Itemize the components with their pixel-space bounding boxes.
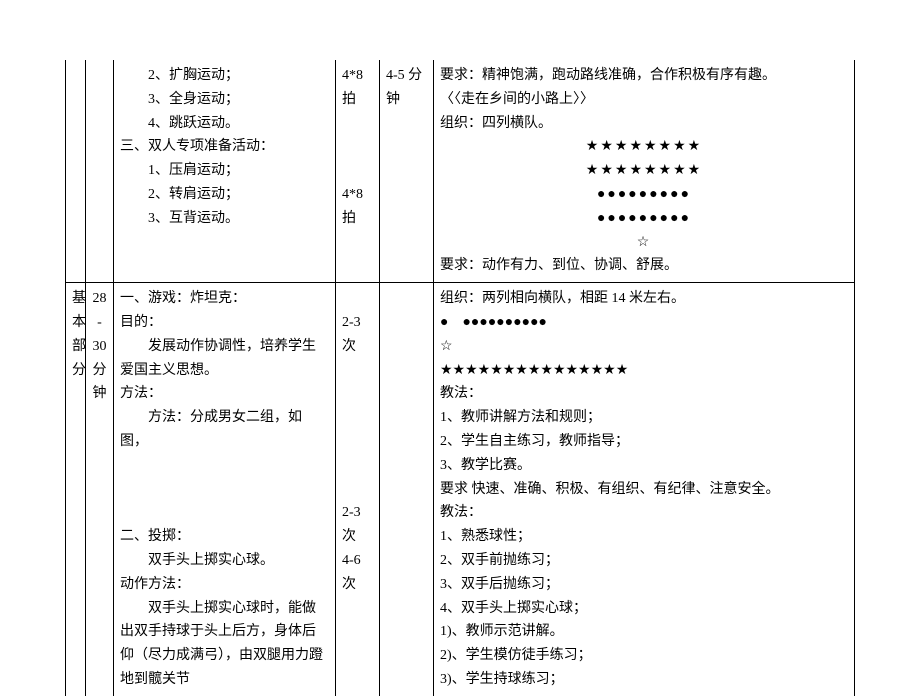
activity-line: 4、跳跃运动。 [120,116,239,131]
time-cell [86,60,114,283]
reps-line: 2-3 次 [342,505,361,544]
note-line: 2、双手前抛练习； [440,553,559,568]
note-line: 1、教师讲解方法和规则； [440,410,601,425]
activity-line: 1、压肩运动； [120,163,239,178]
teacher-mark: ☆ [637,235,652,250]
duration-cell [380,283,434,696]
note-line: 3、双手后抛练习； [440,577,559,592]
activity-line: 3、互背运动。 [120,211,239,226]
table-row: 基本部分 28 - 30 分钟 一、游戏：炸坦克： 目的： 发展动作协调性，培养… [66,283,855,696]
note-line: 2、学生自主练习，教师指导； [440,434,629,449]
note-line: 组织：两列相向横队，相距 14 米左右。 [440,291,685,306]
section-cell: 基本部分 [66,283,86,696]
note-line: 组织：四列横队。 [440,116,552,131]
content-line: 方法： [120,386,162,401]
content-line: 双手头上掷实心球。 [120,553,274,568]
notes-cell: 组织：两列相向横队，相距 14 米左右。 ● ●●●●●●●●●● ☆ ★★★★… [434,283,855,696]
time-cell: 28 - 30 分钟 [86,283,114,696]
pattern-line: ☆ [440,339,453,354]
activity-line: 三、双人专项准备活动： [120,139,274,154]
note-line: 教法： [440,505,482,520]
dot-row: ●●●●●●●●● [597,211,691,226]
time-label: 28 - 30 分钟 [93,291,107,401]
content-line: 方法：分成男女二组，如图， [120,410,302,449]
star-row: ★★★★★★★★ [586,139,702,154]
content-line: 双手头上掷实心球时，能做出双手持球于头上后方，身体后仰（尽力成满弓），由双腿用力… [120,601,323,687]
note-line: 4、双手头上掷实心球； [440,601,587,616]
note-line: 3、教学比赛。 [440,458,531,473]
table-row: 2、扩胸运动； 3、全身运动； 4、跳跃运动。 三、双人专项准备活动： 1、压肩… [66,60,855,283]
content-line: 目的： [120,315,162,330]
note-line: 〈〈走在乡间的小路上〉〉 [440,92,594,107]
dot-row: ●●●●●●●●● [597,187,691,202]
note-line: 1)、教师示范讲解。 [440,624,564,639]
activity-line: 2、转肩运动； [120,187,239,202]
requirement-line: 要求：动作有力、到位、协调、舒展。 [440,258,678,273]
activity-line: 2、扩胸运动； [120,68,239,83]
pattern-line: ● ●●●●●●●●●● [440,315,547,330]
duration-cell: 4-5 分钟 [380,60,434,283]
star-row: ★★★★★★★★ [586,163,702,178]
formation-diagram: ★★★★★★★★ ★★★★★★★★ ●●●●●●●●● ●●●●●●●●● ☆ [440,135,848,254]
heading-line: 一、游戏：炸坦克： [120,291,246,306]
note-line: 3)、学生持球练习； [440,672,564,687]
lesson-plan-table: 2、扩胸运动； 3、全身运动； 4、跳跃运动。 三、双人专项准备活动： 1、压肩… [65,60,855,696]
pattern-line: ★★★★★★★★★★★★★★★ [440,363,628,378]
section-label: 基本部分 [72,291,86,377]
note-line: 教法： [440,386,482,401]
note-line: 1、熟悉球性； [440,529,531,544]
activity-line: 3、全身运动； [120,92,239,107]
notes-cell: 要求：精神饱满，跑动路线准确，合作积极有序有趣。 〈〈走在乡间的小路上〉〉 组织… [434,60,855,283]
activity-cell: 2、扩胸运动； 3、全身运动； 4、跳跃运动。 三、双人专项准备活动： 1、压肩… [114,60,336,283]
reps-cell: 4*8 拍 4*8 拍 [336,60,380,283]
note-line: 要求 快速、准确、积极、有组织、有纪律、注意安全。 [440,482,780,497]
reps-line: 4*8 拍 [342,68,363,107]
duration-text: 4-5 分钟 [386,68,422,107]
reps-line: 4*8 拍 [342,187,363,226]
note-line: 要求：精神饱满，跑动路线准确，合作积极有序有趣。 [440,68,776,83]
reps-line: 4-6 次 [342,553,361,592]
content-line: 发展动作协调性，培养学生爱国主义思想。 [120,339,316,378]
activity-cell: 一、游戏：炸坦克： 目的： 发展动作协调性，培养学生爱国主义思想。 方法： 方法… [114,283,336,696]
heading-line: 二、投掷： [120,529,190,544]
note-line: 2)、学生模仿徒手练习； [440,648,592,663]
content-line: 动作方法： [120,577,190,592]
section-cell [66,60,86,283]
reps-line: 2-3 次 [342,315,361,354]
reps-cell: 2-3 次 2-3 次 4-6 次 [336,283,380,696]
